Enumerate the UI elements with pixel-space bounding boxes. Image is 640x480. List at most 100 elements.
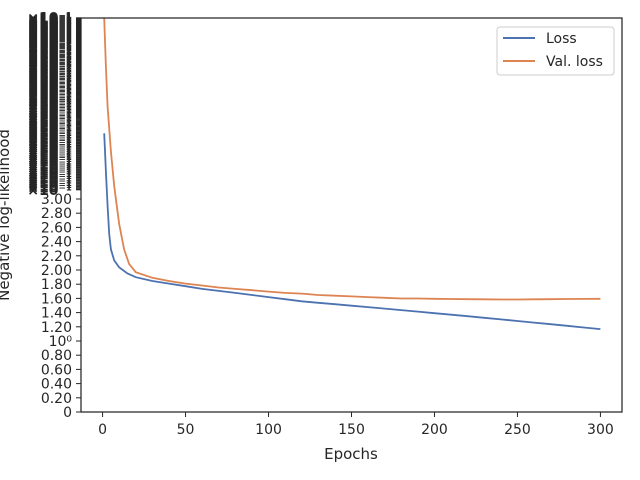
y-axis-linear-ticks: 00.200.400.600.8010⁰1.201.401.601.802.00… bbox=[41, 192, 81, 421]
y-log-tick-label: ×10⁻¹ bbox=[27, 46, 72, 62]
y-log-tick-label: ×10⁻¹ bbox=[27, 159, 72, 175]
y-log-tick-label: ×10⁻¹ bbox=[27, 80, 72, 96]
y-log-tick-label: ×10⁻¹ bbox=[27, 139, 72, 155]
y-log-tick-label: ×10⁻¹ bbox=[27, 112, 72, 128]
y-axis-overlapping-labels: ×10⁻¹×10⁻¹×10⁻¹×10⁻¹×10⁻¹×10⁻¹×10⁻¹×10⁻¹… bbox=[27, 11, 81, 199]
y-tick-label: 0.80 bbox=[41, 348, 72, 364]
y-log-tick-label: ×10⁻¹ bbox=[27, 61, 72, 77]
y-log-tick-label: ×10⁻¹ bbox=[27, 95, 72, 111]
y-log-tick-label: ×10⁻¹ bbox=[27, 30, 72, 46]
x-axis-label: Epochs bbox=[324, 445, 378, 463]
y-log-tick-label: ×10⁻¹ bbox=[27, 76, 72, 92]
y-log-tick-label: ×10⁻¹ bbox=[27, 97, 72, 113]
y-log-tick-label: ×10⁻¹ bbox=[27, 176, 72, 192]
y-log-tick-label: ×10⁻¹ bbox=[27, 109, 72, 125]
y-log-tick-label: ×10⁻¹ bbox=[27, 36, 72, 52]
y-log-tick-label: ×10⁻¹ bbox=[27, 50, 72, 66]
y-log-tick-label: ×10⁻¹ bbox=[27, 26, 72, 42]
y-log-tick-label: ×10⁻¹ bbox=[27, 107, 72, 123]
y-log-tick-label: ×10⁻¹ bbox=[27, 42, 72, 58]
legend: Loss Val. loss bbox=[496, 26, 615, 76]
y-log-tick-label: ×10⁻¹ bbox=[27, 14, 72, 30]
y-log-tick-label: ×10⁻¹ bbox=[27, 24, 72, 40]
y-log-tick-label: ×10⁻¹ bbox=[27, 147, 72, 163]
y-log-tick-label: ×10⁻¹ bbox=[27, 153, 72, 169]
y-log-tick-label: ×10⁻¹ bbox=[27, 65, 72, 81]
x-tick-label: 250 bbox=[504, 422, 531, 438]
y-log-tick-label: ×10⁻¹ bbox=[27, 157, 72, 173]
y-log-tick-label: ×10⁻¹ bbox=[27, 21, 72, 37]
series-layer bbox=[103, 17, 601, 330]
y-log-tick-label: ×10⁻¹ bbox=[27, 35, 72, 51]
y-log-tick-label: ×10⁻¹ bbox=[27, 85, 72, 101]
y-log-tick-label: ×10⁻¹ bbox=[27, 104, 72, 120]
y-tick-label: 2.60 bbox=[41, 220, 72, 236]
y-log-tick-label: ×10⁻¹ bbox=[27, 100, 72, 116]
y-log-tick-label: ×10⁻¹ bbox=[27, 132, 72, 148]
y-log-tick-label: ×10⁻¹ bbox=[27, 18, 72, 34]
y-log-tick-label: ×10⁻¹ bbox=[27, 67, 72, 83]
y-log-tick-label: ×10⁻¹ bbox=[27, 38, 72, 54]
y-log-tick-label: ×10⁻¹ bbox=[27, 138, 72, 154]
y-log-tick-label: ×10⁻¹ bbox=[27, 79, 72, 95]
y-log-tick-label: ×10⁻¹ bbox=[27, 32, 72, 48]
y-log-tick-label: ×10⁻¹ bbox=[27, 22, 72, 38]
y-axis-label: Negative log-likelihood bbox=[0, 129, 13, 301]
y-log-tick-label: ×10⁻¹ bbox=[27, 53, 72, 69]
y-log-tick-label: ×10⁻¹ bbox=[27, 84, 72, 100]
y-log-tick-label: ×10⁻¹ bbox=[27, 60, 72, 76]
y-log-tick-label: ×10⁻¹ bbox=[27, 47, 72, 63]
y-log-tick-label: ×10⁻¹ bbox=[27, 56, 72, 72]
y-log-tick-label: ×10⁻¹ bbox=[27, 115, 72, 131]
y-log-tick-label: ×10⁻¹ bbox=[27, 77, 72, 93]
y-log-tick-label: ×10⁻¹ bbox=[27, 106, 72, 122]
y-log-tick-label: ×10⁻¹ bbox=[27, 92, 72, 108]
y-log-tick-label: ×10⁻¹ bbox=[27, 94, 72, 110]
x-axis: 0 50 100 150 200 250 300 bbox=[98, 412, 614, 438]
y-log-tick-label: ×10⁻¹ bbox=[27, 149, 72, 165]
y-log-tick-label: ×10⁻¹ bbox=[27, 39, 72, 55]
legend-label-loss: Loss bbox=[546, 31, 577, 47]
y-log-tick-label: ×10⁻¹ bbox=[27, 91, 72, 107]
y-tick-label: 10⁰ bbox=[49, 334, 73, 350]
y-log-tick-label: ×10⁻¹ bbox=[27, 63, 72, 79]
y-log-tick-label: ×10⁻¹ bbox=[27, 37, 72, 53]
y-log-tick-label: ×10⁻¹ bbox=[27, 143, 72, 159]
plot-frame bbox=[80, 17, 623, 413]
y-log-tick-label: ×10⁻¹ bbox=[27, 114, 72, 130]
y-log-tick-label: ×10⁻¹ bbox=[27, 34, 72, 50]
y-log-tick-label: ×10⁻¹ bbox=[27, 15, 72, 31]
y-log-tick-label: ×10⁻¹ bbox=[27, 33, 72, 49]
y-log-tick-label: ×10⁻¹ bbox=[27, 29, 72, 45]
y-log-tick-label: ×10⁻¹ bbox=[27, 59, 72, 75]
y-log-tick-label: ×10⁻¹ bbox=[27, 71, 72, 87]
y-log-tick-label: ×10⁻¹ bbox=[27, 28, 72, 44]
y-log-tick-label: ×10⁻¹ bbox=[27, 117, 72, 133]
y-log-tick-label: ×10⁻¹ bbox=[27, 169, 72, 185]
series-line-val-loss bbox=[103, 17, 601, 301]
y-log-tick-label: ×10⁻¹ bbox=[27, 127, 72, 143]
y-log-tick-label: ×10⁻¹ bbox=[27, 20, 72, 36]
x-tick-label: 150 bbox=[338, 422, 365, 438]
y-log-tick-label: ×10⁻¹ bbox=[27, 73, 72, 89]
y-log-tick-label: ×10⁻¹ bbox=[27, 13, 72, 29]
y-log-tick-label: ×10⁻¹ bbox=[27, 161, 72, 177]
y-log-tick-label: ×10⁻¹ bbox=[27, 129, 72, 145]
y-tick-label: 0.40 bbox=[41, 377, 72, 393]
y-tick-label: 1.80 bbox=[41, 277, 72, 293]
y-log-tick-label: ×10⁻¹ bbox=[27, 174, 72, 190]
y-tick-label: 3.00 bbox=[41, 192, 72, 208]
y-log-tick-label: ×10⁻¹ bbox=[27, 87, 72, 103]
y-tick-label: 2.40 bbox=[41, 235, 72, 251]
y-log-tick-label: ×10⁻¹ bbox=[27, 172, 72, 188]
y-log-tick-label: ×10⁻¹ bbox=[27, 123, 72, 139]
y-log-tick-label: ×10⁻¹ bbox=[27, 141, 72, 157]
y-log-tick-label: ×10⁻¹ bbox=[27, 181, 72, 197]
y-log-tick-label: ×10⁻¹ bbox=[27, 101, 72, 117]
y-log-tick-label: ×10⁻¹ bbox=[27, 12, 72, 28]
y-log-tick-label: ×10⁻¹ bbox=[27, 178, 72, 194]
legend-label-val-loss: Val. loss bbox=[546, 54, 603, 70]
y-log-tick-label: ×10⁻¹ bbox=[27, 72, 72, 88]
y-log-tick-label: ×10⁻¹ bbox=[27, 103, 72, 119]
y-log-tick-label: ×10⁻¹ bbox=[27, 90, 72, 106]
